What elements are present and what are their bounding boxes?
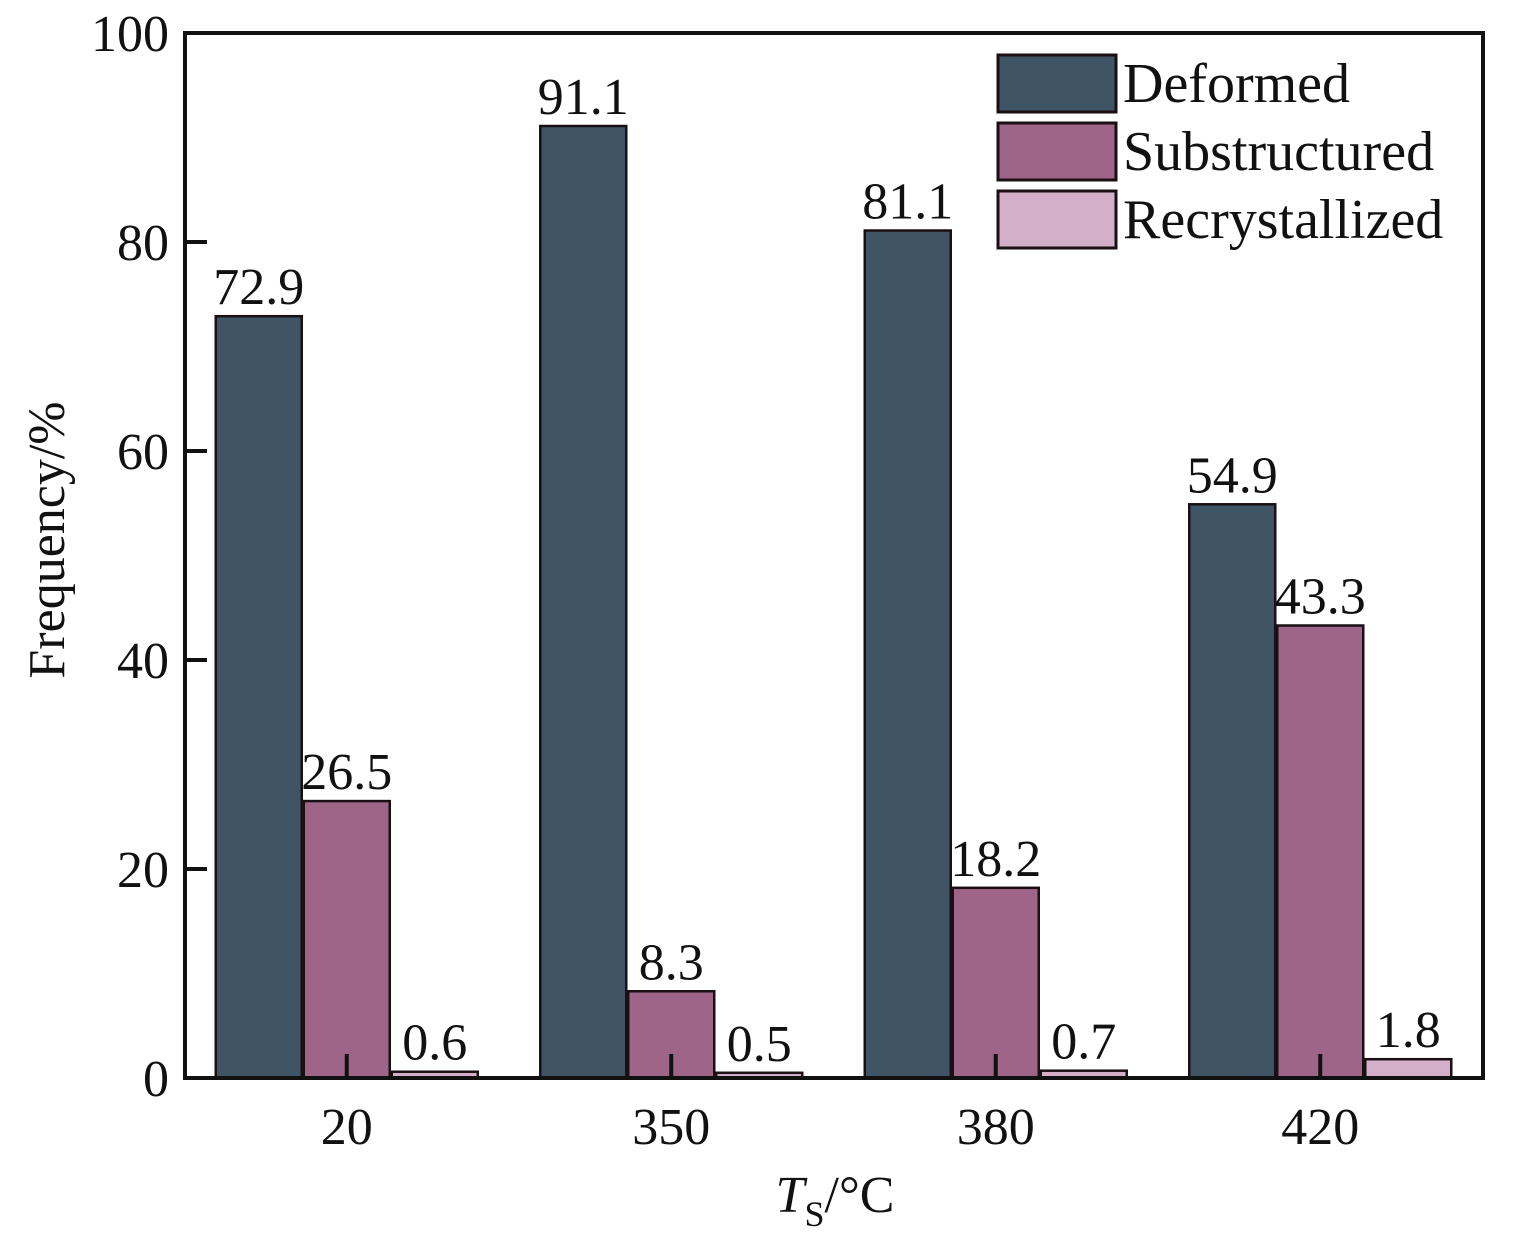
bar-deformed-420 (1188, 503, 1277, 1080)
y-tick-label-0: 0 (143, 1051, 169, 1108)
x-tick-label-350: 350 (632, 1099, 710, 1156)
data-label-substructured-380: 18.2 (950, 831, 1041, 888)
bar-deformed-20 (214, 314, 303, 1080)
x-axis-label-symbol: T (776, 1167, 808, 1224)
y-tick-label-100: 100 (91, 6, 169, 63)
data-label-recrystallized-20: 0.6 (402, 1015, 467, 1072)
data-label-deformed-380: 81.1 (862, 174, 953, 231)
data-label-deformed-20: 72.9 (213, 259, 304, 316)
x-tick-label-420: 420 (1281, 1099, 1359, 1156)
y-tick-label-40: 40 (117, 633, 169, 690)
legend-label-recrystallized: Recrystallized (1123, 189, 1443, 251)
bar-substructured-20 (302, 799, 391, 1080)
bar-recrystallized-420 (1364, 1057, 1453, 1080)
bar-substructured-420 (1276, 624, 1365, 1080)
y-axis-label: Frequency/% (19, 401, 76, 678)
x-tick-label-20: 20 (321, 1099, 373, 1156)
data-labels-layer: 72.9 26.5 0.6 91.1 8.3 0.5 81.1 18.2 0.7 54.9 43.3… (213, 69, 1441, 1073)
bar-substructured-380 (951, 886, 1040, 1080)
x-axis-label-subscript: S (804, 1194, 824, 1234)
bar-deformed-380 (863, 229, 952, 1080)
data-label-recrystallized-420: 1.8 (1376, 1002, 1441, 1059)
plot-frame (183, 31, 1485, 1080)
legend-swatch-substructured (996, 121, 1118, 182)
x-axis-label: TS/°C (776, 1167, 895, 1234)
data-label-substructured-350: 8.3 (639, 934, 704, 991)
data-label-substructured-20: 26.5 (301, 744, 392, 801)
y-tick-label-60: 60 (117, 424, 169, 481)
data-label-substructured-420: 43.3 (1275, 569, 1366, 626)
bar-substructured-350 (627, 990, 716, 1080)
data-label-recrystallized-380: 0.7 (1051, 1014, 1116, 1071)
x-axis-label-unit: /°C (825, 1167, 895, 1224)
legend-label-substructured: Substructured (1123, 121, 1434, 183)
y-tick-label-80: 80 (117, 215, 169, 272)
legend-swatch-recrystallized (996, 189, 1118, 250)
data-label-deformed-420: 54.9 (1187, 447, 1278, 504)
bars-layer (214, 124, 1453, 1080)
data-label-deformed-350: 91.1 (538, 69, 629, 126)
legend-swatch-deformed (996, 53, 1118, 114)
bar-deformed-350 (539, 124, 628, 1080)
x-tick-label-380: 380 (957, 1099, 1035, 1156)
y-tick-label-20: 20 (117, 842, 169, 899)
legend-label-deformed: Deformed (1123, 53, 1350, 115)
ticks-layer: 20 350 380 420 0 20 40 60 80 100 (91, 6, 1359, 1156)
data-label-recrystallized-350: 0.5 (727, 1016, 792, 1073)
